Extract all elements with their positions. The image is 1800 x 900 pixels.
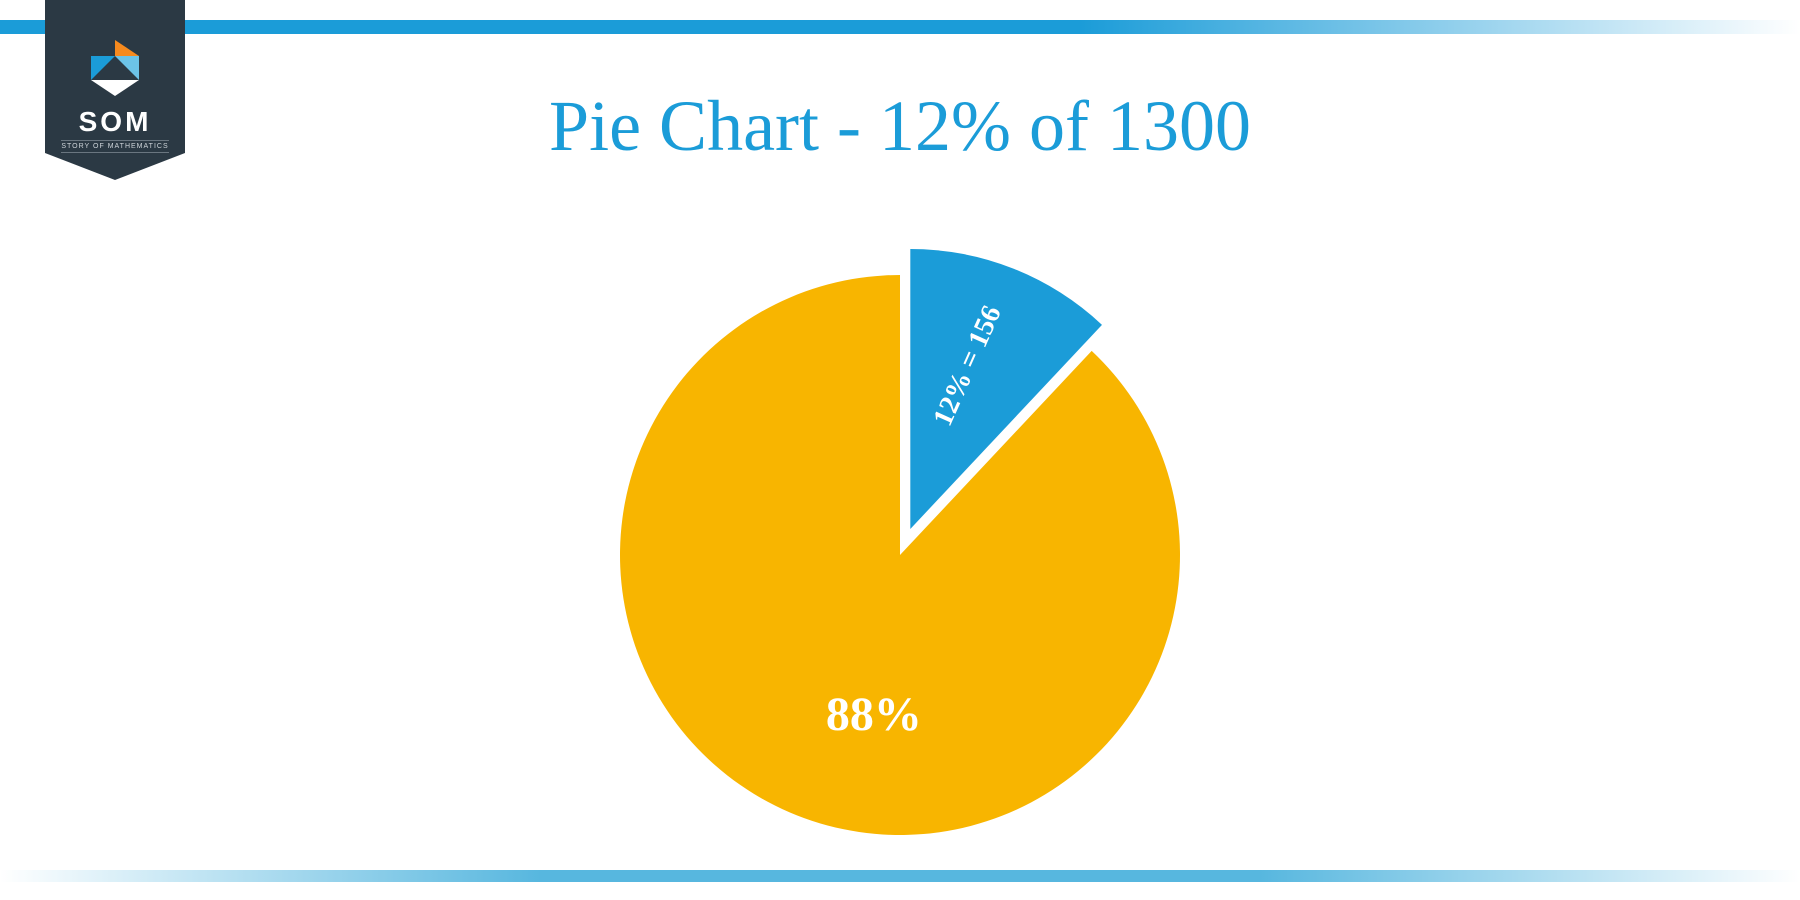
top-accent-bar — [0, 20, 1800, 34]
chart-title: Pie Chart - 12% of 1300 — [0, 85, 1800, 168]
slice-label-large: 88% — [826, 687, 922, 742]
bottom-accent-bar — [0, 870, 1800, 882]
pie-chart: 88% 12% = 156 — [600, 235, 1200, 835]
pie-slice-large — [620, 275, 1180, 835]
